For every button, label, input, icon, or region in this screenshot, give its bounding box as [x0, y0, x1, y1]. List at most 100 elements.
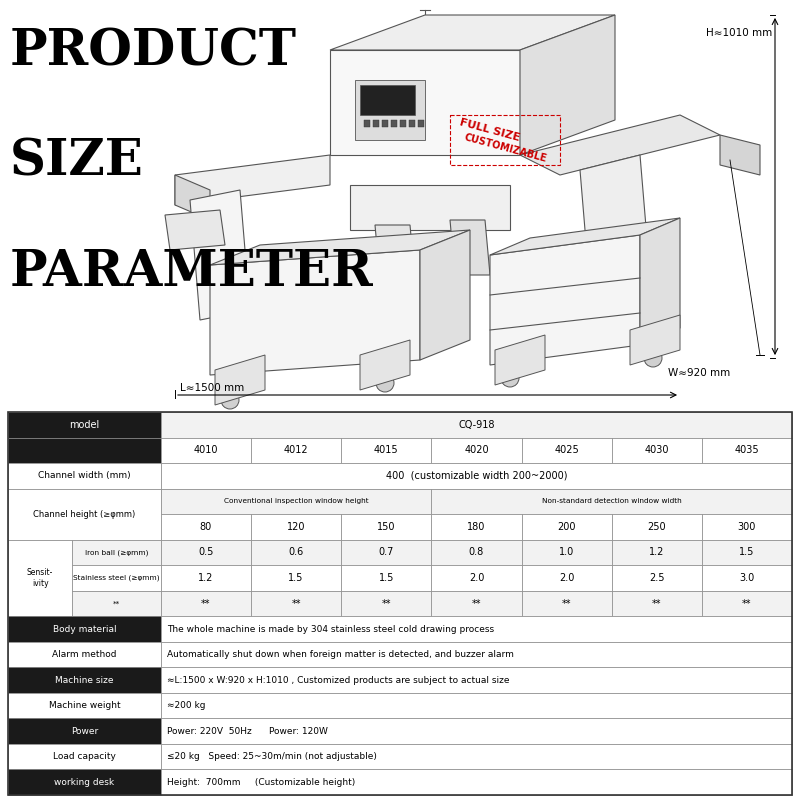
Polygon shape [400, 120, 406, 127]
Text: PARAMETER: PARAMETER [10, 248, 374, 297]
Text: Load capacity: Load capacity [53, 752, 116, 761]
Polygon shape [580, 155, 650, 290]
Bar [161, 514, 251, 540]
Text: Stainless steel (≥φmm): Stainless steel (≥φmm) [74, 574, 160, 582]
Text: 4010: 4010 [194, 446, 218, 455]
Bar [251, 438, 341, 463]
Bar [161, 489, 431, 514]
Polygon shape [630, 315, 680, 365]
Polygon shape [382, 120, 388, 127]
Text: 120: 120 [287, 522, 306, 532]
Bar [8, 412, 161, 438]
Bar [8, 616, 161, 642]
Bar [522, 438, 612, 463]
Text: Height:  700mm     (Customizable height): Height: 700mm (Customizable height) [167, 778, 355, 786]
Bar [251, 590, 341, 616]
Text: Non-standard detection window width: Non-standard detection window width [542, 498, 682, 504]
Text: Body material: Body material [53, 625, 116, 634]
Text: 4025: 4025 [554, 446, 579, 455]
Bar [161, 463, 792, 489]
Polygon shape [373, 120, 379, 127]
Bar [341, 540, 431, 566]
Polygon shape [215, 355, 265, 405]
Text: CUSTOMIZABLE: CUSTOMIZABLE [462, 132, 547, 164]
Circle shape [194, 222, 206, 234]
Bar [522, 514, 612, 540]
Circle shape [376, 374, 394, 392]
Text: 1.2: 1.2 [649, 547, 665, 558]
Text: 300: 300 [738, 522, 756, 532]
Bar [612, 566, 702, 590]
Bar [161, 718, 792, 744]
Bar [8, 463, 161, 489]
Text: The whole machine is made by 304 stainless steel cold drawing process: The whole machine is made by 304 stainle… [167, 625, 494, 634]
Bar [702, 540, 792, 566]
Text: ≤20 kg   Speed: 25~30m/min (not adjustable): ≤20 kg Speed: 25~30m/min (not adjustable… [167, 752, 377, 761]
Text: model: model [70, 420, 99, 430]
Bar [8, 770, 161, 795]
Text: Channel width (mm): Channel width (mm) [38, 471, 130, 480]
Text: **: ** [202, 598, 210, 609]
Text: 0.5: 0.5 [198, 547, 214, 558]
Text: 80: 80 [200, 522, 212, 532]
Text: CQ-918: CQ-918 [458, 420, 494, 430]
Text: **: ** [562, 598, 571, 609]
Circle shape [501, 369, 519, 387]
Polygon shape [520, 115, 720, 175]
Bar [702, 566, 792, 590]
Bar [8, 412, 792, 795]
Polygon shape [520, 15, 615, 155]
Text: 2.0: 2.0 [469, 573, 484, 583]
Bar [8, 693, 161, 718]
Text: Channel height (≥φmm): Channel height (≥φmm) [34, 510, 135, 518]
Text: 3.0: 3.0 [739, 573, 754, 583]
Bar [72, 590, 161, 616]
Bar [251, 566, 341, 590]
Bar [8, 718, 161, 744]
Bar [341, 566, 431, 590]
Bar [251, 540, 341, 566]
Polygon shape [210, 230, 470, 265]
Polygon shape [720, 135, 760, 175]
Bar [8, 489, 161, 540]
Bar [702, 514, 792, 540]
Polygon shape [490, 235, 640, 365]
Bar [612, 540, 702, 566]
Bar [431, 566, 522, 590]
Text: 1.5: 1.5 [378, 573, 394, 583]
Text: Automatically shut down when foreign matter is detected, and buzzer alarm: Automatically shut down when foreign mat… [167, 650, 514, 659]
Bar [702, 590, 792, 616]
Polygon shape [490, 218, 680, 255]
Text: 4020: 4020 [464, 446, 489, 455]
Bar [431, 514, 522, 540]
Polygon shape [360, 85, 415, 115]
Text: Power: 220V  50Hz      Power: 120W: Power: 220V 50Hz Power: 120W [167, 726, 328, 736]
Polygon shape [330, 50, 520, 155]
Bar [8, 642, 161, 667]
Text: **: ** [291, 598, 301, 609]
Text: 4030: 4030 [645, 446, 669, 455]
Text: SIZE: SIZE [10, 138, 144, 187]
Bar [8, 667, 161, 693]
Text: 1.5: 1.5 [289, 573, 304, 583]
Text: 4012: 4012 [284, 446, 309, 455]
Text: Machine size: Machine size [55, 675, 114, 685]
Text: 0.8: 0.8 [469, 547, 484, 558]
Text: ≈200 kg: ≈200 kg [167, 701, 206, 710]
Text: 2.5: 2.5 [649, 573, 665, 583]
Text: 4035: 4035 [734, 446, 759, 455]
Text: 0.6: 0.6 [289, 547, 304, 558]
Bar [8, 540, 72, 616]
Polygon shape [418, 120, 424, 127]
Bar [450, 115, 560, 165]
Bar [72, 566, 161, 590]
Polygon shape [375, 225, 415, 280]
Polygon shape [165, 210, 225, 250]
Bar [161, 642, 792, 667]
Polygon shape [175, 175, 210, 220]
Bar [161, 438, 251, 463]
Text: 180: 180 [467, 522, 486, 532]
Polygon shape [360, 340, 410, 390]
Text: 200: 200 [558, 522, 576, 532]
Bar [161, 566, 251, 590]
